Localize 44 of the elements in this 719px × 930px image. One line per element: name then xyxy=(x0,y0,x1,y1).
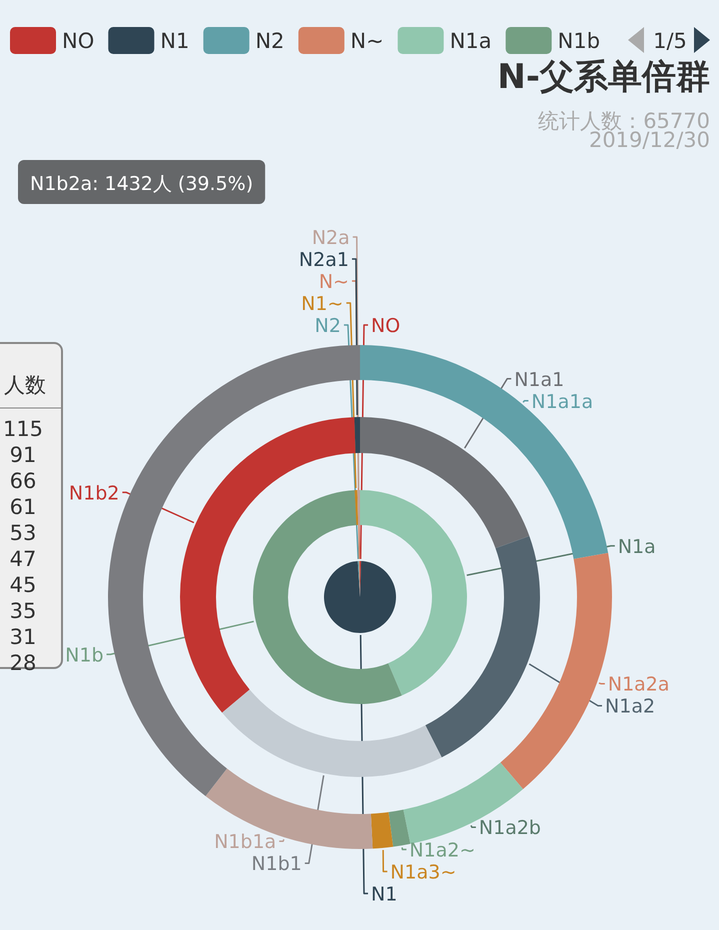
legend-item: N1b xyxy=(506,27,600,54)
text: 统计人数：65770 xyxy=(538,109,710,133)
slice-label: N1a1a xyxy=(531,390,594,413)
text: 66 xyxy=(10,469,36,493)
text: 28 xyxy=(10,651,36,675)
text: N-父系单倍群 xyxy=(497,57,710,97)
text: 61 xyxy=(10,495,36,519)
text: 35 xyxy=(10,599,36,623)
slice-label: N1a3~ xyxy=(390,861,456,884)
text: 115 xyxy=(2,417,44,441)
slice-label: N1a xyxy=(618,536,656,558)
legend-item: NO xyxy=(10,27,94,54)
text: 人数 xyxy=(4,373,46,397)
legend-label: N1 xyxy=(160,29,190,53)
text: 53 xyxy=(10,521,36,545)
slice-label: N1b2 xyxy=(68,482,120,504)
text: 47 xyxy=(10,547,36,571)
legend-item: N1a xyxy=(398,27,492,54)
slice-label: N1a2b xyxy=(478,817,541,840)
slice-label: N1b xyxy=(65,644,104,666)
slice-label: N2a xyxy=(312,227,350,249)
text: 31 xyxy=(10,625,36,649)
text: N1b2a: 1432人 (39.5%) xyxy=(30,173,254,195)
text: 91 xyxy=(10,443,36,467)
legend-label: N2 xyxy=(255,29,284,53)
slice-label: N1 xyxy=(371,883,398,906)
legend-item: N1 xyxy=(108,27,190,54)
slice-label: N1a2~ xyxy=(409,839,476,862)
slice-label: N1b1a xyxy=(214,831,276,854)
legend-label: NO xyxy=(62,29,94,53)
slice-label: N1~ xyxy=(301,293,344,315)
text: 45 xyxy=(10,573,36,597)
slice-label: N1a2 xyxy=(605,696,656,718)
slice-label: N1b1 xyxy=(251,853,302,876)
slice-label: N2 xyxy=(314,315,341,337)
legend-item: N~ xyxy=(298,27,384,54)
slice-label: N~ xyxy=(318,271,349,293)
slice-label: NO xyxy=(371,315,400,337)
legend-item: N2 xyxy=(203,27,284,54)
text: 1/5 xyxy=(653,29,687,53)
slice-label: N2a1 xyxy=(298,249,349,271)
slice-label: N1a2a xyxy=(608,674,670,696)
legend-label: N~ xyxy=(350,29,384,53)
slice-label: N1a1 xyxy=(514,368,564,391)
